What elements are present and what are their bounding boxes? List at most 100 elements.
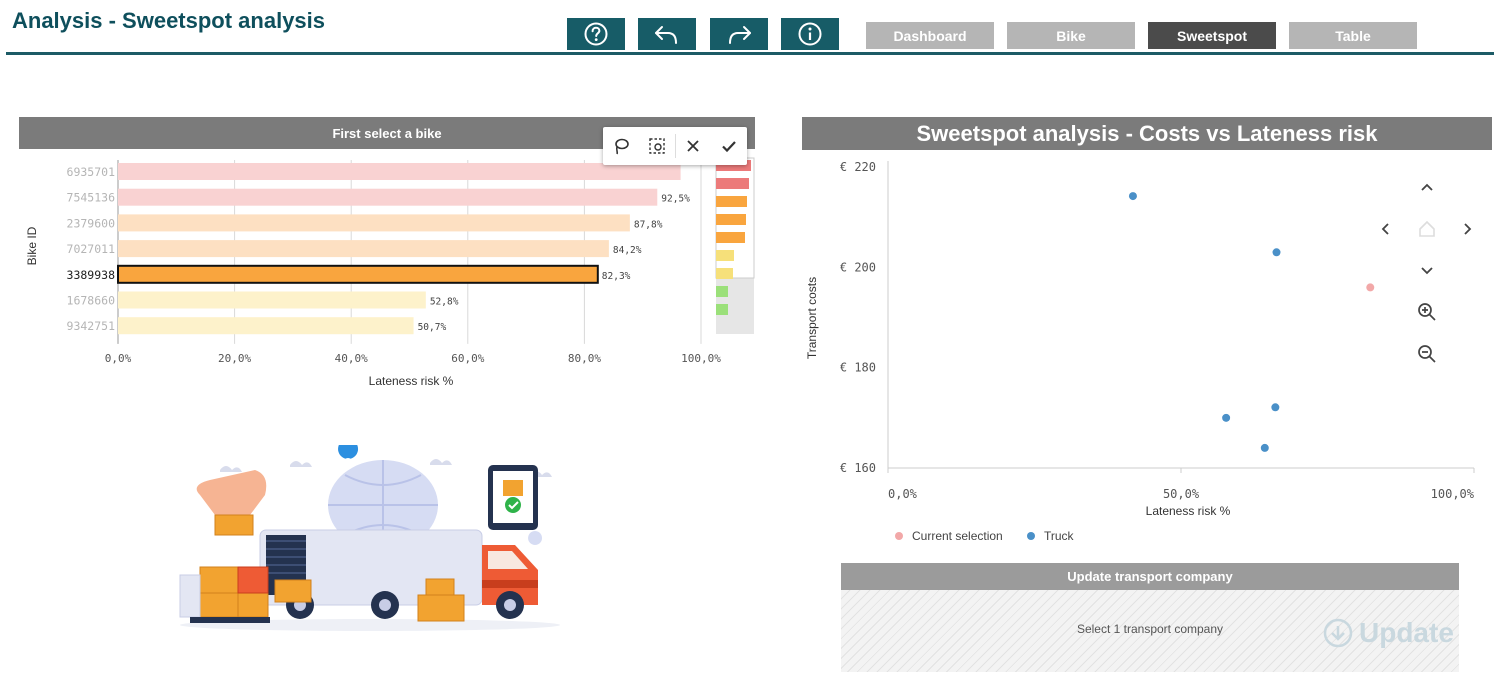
legend-marker: [1027, 532, 1035, 540]
bar-value-label: 82,3%: [602, 271, 631, 282]
bar[interactable]: [118, 240, 609, 258]
bar-value-label: 50,7%: [418, 322, 447, 333]
minimap-bar: [716, 160, 751, 171]
legend-label[interactable]: Truck: [1044, 529, 1075, 543]
minimap-bar: [716, 232, 745, 243]
sweetspot-scatter-chart[interactable]: € 160 € 180 € 200 € 220 0,0% 50,0% 100,0% Cur…: [802, 150, 1500, 555]
bar[interactable]: [118, 317, 414, 335]
download-circle-icon: [1323, 618, 1353, 648]
info-button[interactable]: [781, 18, 839, 50]
bike-id-label[interactable]: 6935701: [67, 165, 116, 179]
selection-toolbar: [603, 127, 747, 165]
x-tick-label: 100,0%: [1431, 487, 1475, 501]
x-tick-label: 60,0%: [451, 352, 484, 365]
legend-label[interactable]: Current selection: [912, 529, 1003, 543]
minimap-bar: [716, 196, 747, 207]
bar-value-label: 92,5%: [661, 194, 690, 205]
bar[interactable]: [118, 214, 630, 232]
bike-id-label[interactable]: 1678660: [67, 294, 116, 308]
reset-view-button[interactable]: [1413, 215, 1441, 243]
scatter-point[interactable]: [1222, 413, 1231, 422]
tab-bike[interactable]: Bike: [1007, 22, 1135, 49]
lateness-axis-label: Lateness risk %: [369, 374, 454, 388]
confirm-icon: [722, 141, 736, 153]
help-button[interactable]: [567, 18, 625, 50]
tab-sweetspot[interactable]: Sweetspot: [1148, 22, 1276, 49]
legend-marker: [895, 532, 903, 540]
minimap-bar: [716, 214, 746, 225]
redo-button[interactable]: [710, 18, 768, 50]
redo-icon: [729, 26, 751, 44]
x-tick-label: 40,0%: [335, 352, 368, 365]
minimap-bar: [716, 304, 728, 315]
cancel-selection-button[interactable]: [676, 127, 712, 165]
bike-id-label[interactable]: 7545136: [67, 191, 116, 205]
minimap-bar: [716, 268, 733, 279]
scatter-point[interactable]: [1272, 248, 1281, 257]
cancel-icon: [687, 140, 700, 152]
bike-id-label[interactable]: 7027011: [67, 242, 116, 256]
y-tick-label: € 160: [840, 461, 876, 475]
bar[interactable]: [118, 291, 426, 309]
y-tick-label: € 200: [840, 260, 876, 274]
bar-value-label: 87,8%: [634, 219, 663, 230]
transport-costs-axis-label: Transport costs: [805, 277, 819, 359]
bike-id-label[interactable]: 2379600: [67, 216, 116, 230]
bar[interactable]: [117, 264, 599, 284]
pan-right-button[interactable]: [1454, 215, 1482, 243]
x-tick-label: 100,0%: [681, 352, 721, 365]
chevron-down-icon: [1421, 267, 1433, 275]
y-tick-label: € 220: [840, 160, 876, 174]
update-box-body: [841, 590, 1459, 672]
update-button-label: Update: [1359, 617, 1454, 648]
tab-table[interactable]: Table: [1289, 22, 1417, 49]
scatter-point[interactable]: [1260, 443, 1269, 452]
chevron-up-icon: [1421, 183, 1433, 191]
pan-down-button[interactable]: [1413, 257, 1441, 285]
lateness-bar-chart[interactable]: 6935701 7545136 2379600 7027011 3389938 16786…: [19, 150, 755, 395]
y-tick-label: € 180: [840, 361, 876, 375]
zoom-in-button[interactable]: [1413, 298, 1441, 326]
pan-up-button[interactable]: [1413, 173, 1441, 201]
delivery-illustration: [179, 445, 560, 631]
zoom-out-button[interactable]: [1413, 340, 1441, 368]
chevron-left-icon: [1381, 223, 1389, 235]
x-tick-label: 0,0%: [888, 487, 918, 501]
bike-id-label[interactable]: 3389938: [67, 268, 116, 282]
lateness-risk-axis-label: Lateness risk %: [1146, 504, 1231, 518]
scatter-point[interactable]: [1366, 283, 1375, 292]
select-region-button[interactable]: [639, 127, 675, 165]
x-tick-label: 50,0%: [1163, 487, 1200, 501]
x-tick-label: 0,0%: [105, 352, 132, 365]
bar[interactable]: [118, 188, 658, 206]
bar-value-label: 84,2%: [613, 245, 642, 256]
lasso-button[interactable]: [603, 127, 639, 165]
lasso-icon: [615, 138, 629, 155]
pan-left-button[interactable]: [1371, 215, 1399, 243]
bar[interactable]: [118, 163, 681, 180]
confirm-selection-button[interactable]: [711, 127, 747, 165]
tab-dashboard[interactable]: Dashboard: [866, 22, 994, 49]
home-icon: [1419, 220, 1435, 237]
minimap-bar: [716, 286, 728, 297]
bike-id-label[interactable]: 9342751: [67, 319, 116, 333]
bike-id-axis-label: Bike ID: [25, 226, 39, 265]
scatter-point[interactable]: [1128, 192, 1137, 201]
update-box-message: Select 1 transport company: [1076, 622, 1224, 636]
page-title: Analysis - Sweetspot analysis: [12, 8, 326, 33]
x-tick-label: 80,0%: [568, 352, 601, 365]
info-icon: [798, 22, 822, 46]
bar-value-label: 52,8%: [430, 297, 459, 308]
chevron-right-icon: [1464, 223, 1472, 235]
scatter-point[interactable]: [1271, 403, 1280, 412]
header-divider: [6, 52, 1494, 55]
toolbar-separator: [674, 134, 676, 158]
undo-icon: [655, 26, 677, 44]
update-button[interactable]: Update: [1323, 614, 1454, 652]
undo-button[interactable]: [638, 18, 696, 50]
help-icon: [584, 22, 608, 46]
update-box-title: Update transport company: [841, 563, 1459, 590]
select-region-icon: [648, 138, 665, 154]
zoom-out-icon: [1418, 345, 1436, 363]
minimap-bar: [716, 250, 734, 261]
